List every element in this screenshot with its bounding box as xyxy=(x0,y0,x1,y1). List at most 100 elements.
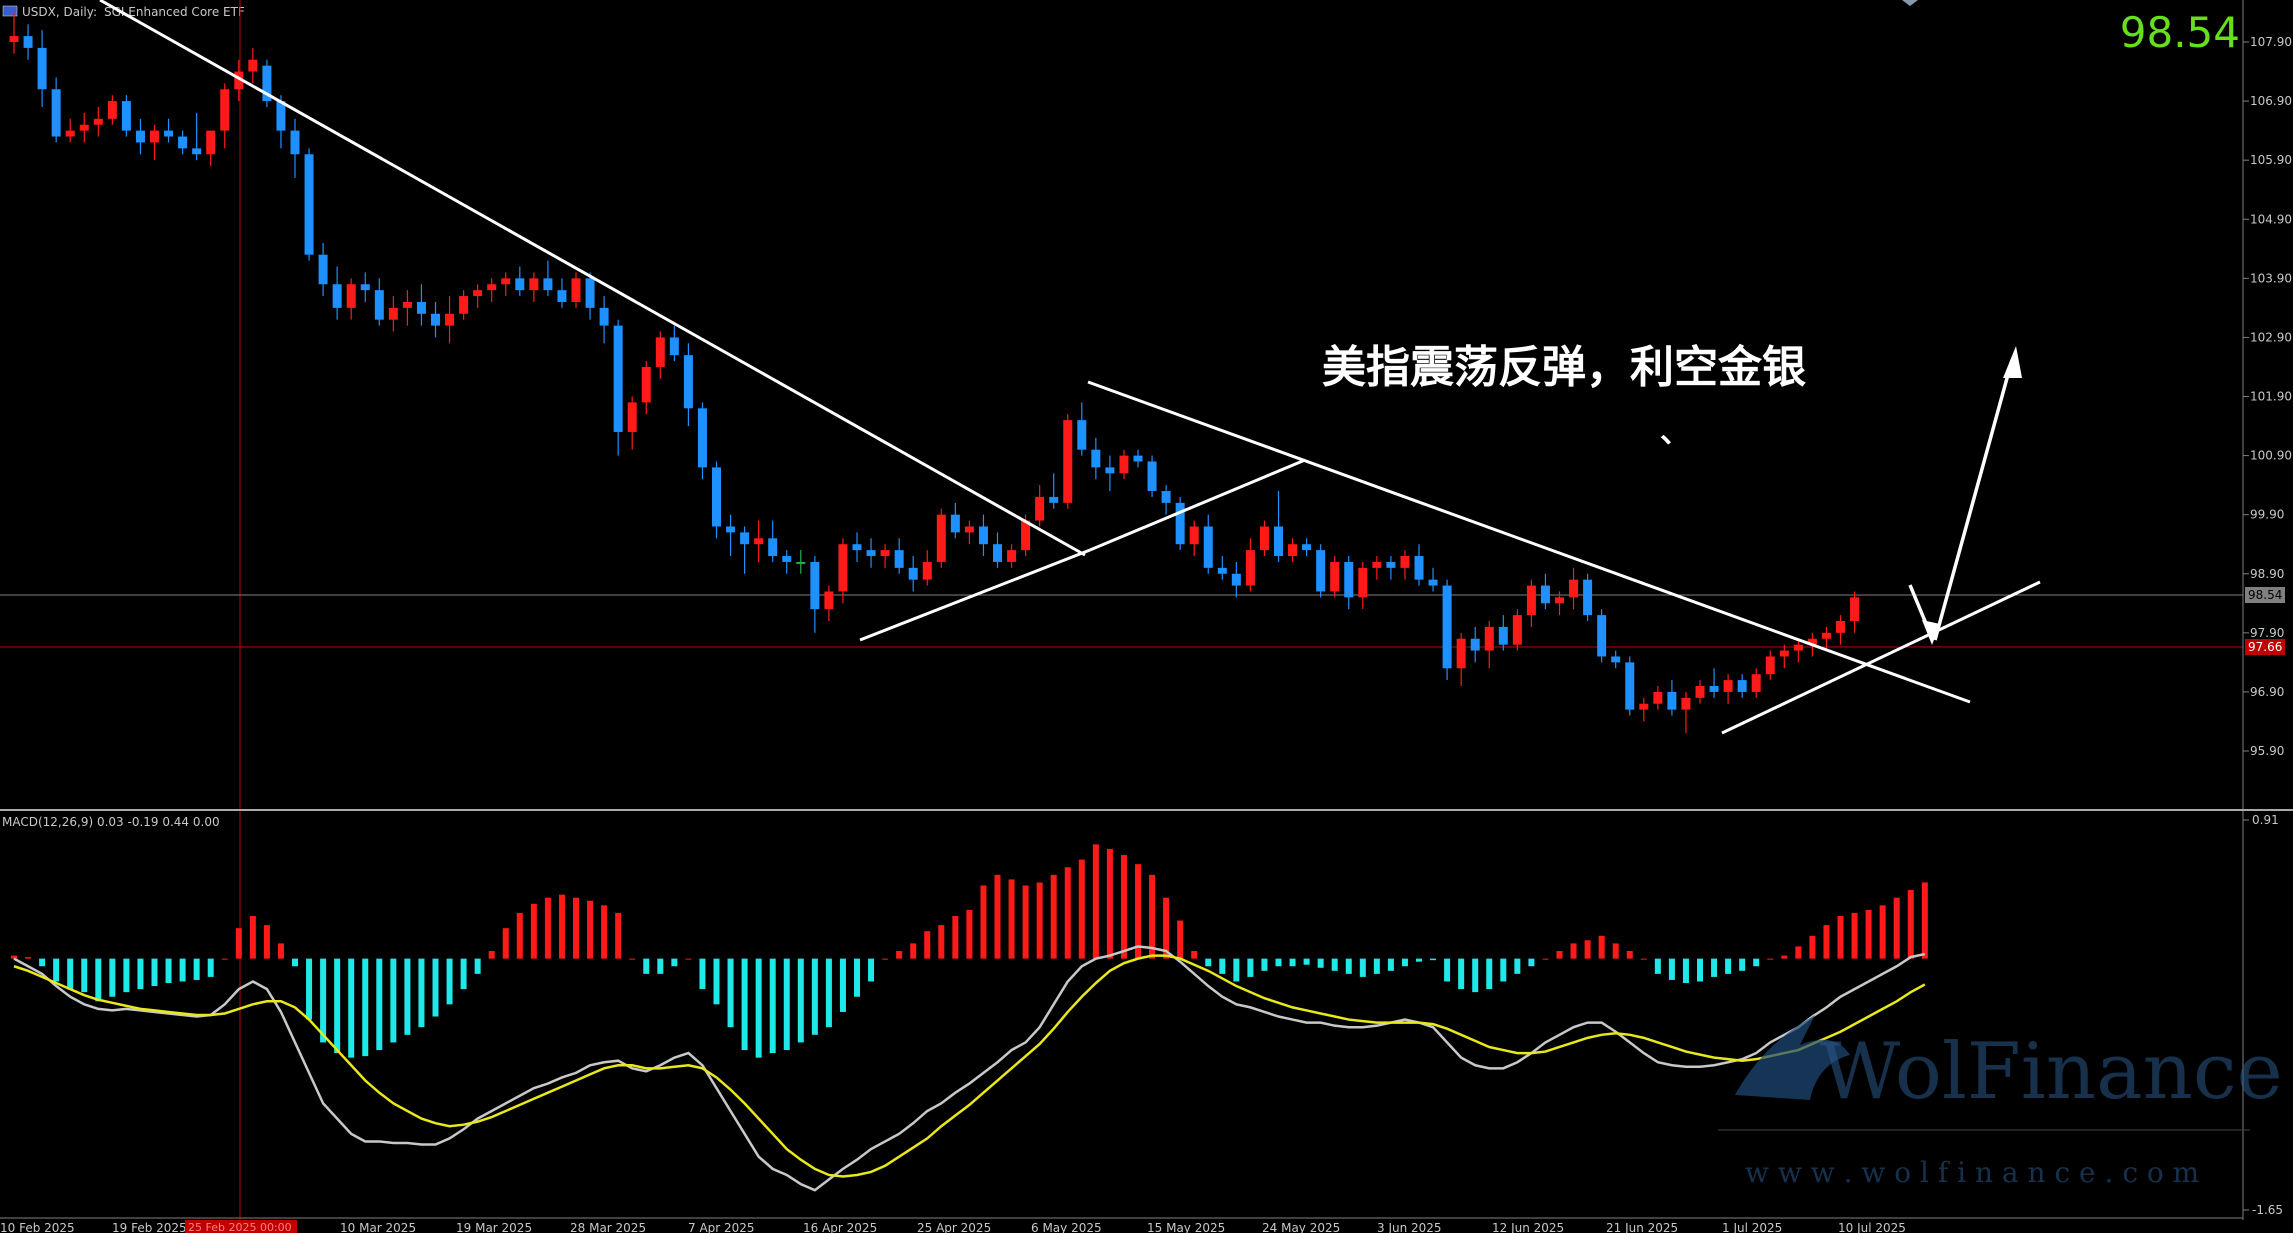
candle-body xyxy=(178,136,188,149)
candle-body xyxy=(1611,656,1621,663)
candle-body xyxy=(304,154,314,255)
candle-body xyxy=(1400,556,1410,568)
candle-body xyxy=(1737,680,1747,692)
macd-histogram-bar xyxy=(306,958,313,1020)
macd-histogram-bar xyxy=(1416,958,1422,962)
candle-body xyxy=(51,89,61,137)
macd-histogram-bar xyxy=(1528,958,1535,967)
candle xyxy=(571,272,581,308)
macd-histogram-bar xyxy=(1893,897,1900,959)
candle xyxy=(374,278,384,326)
macd-histogram-bar xyxy=(1191,951,1198,959)
macd-histogram-bar xyxy=(446,958,453,1005)
macd-histogram-bar xyxy=(1050,874,1057,959)
candle xyxy=(1316,544,1326,598)
trendline-may-down[interactable] xyxy=(1087,380,1971,704)
candle-body xyxy=(1259,526,1269,551)
candle xyxy=(838,538,848,604)
time-tick-label: 6 May 2025 xyxy=(1031,1221,1102,1233)
macd-histogram-bar xyxy=(67,958,74,990)
candle-body xyxy=(1105,467,1115,474)
macd-histogram-bar xyxy=(151,958,158,987)
candle xyxy=(1555,591,1564,616)
candle-body xyxy=(487,284,497,291)
macd-histogram-bar xyxy=(938,925,945,959)
crosshair-date-tag xyxy=(185,1220,297,1233)
candle-body xyxy=(206,130,216,155)
macd-histogram-bar xyxy=(896,951,903,959)
price-tick-label: 99.90 xyxy=(2250,508,2284,522)
trendline-may-rising[interactable] xyxy=(1089,458,1306,552)
candle-body xyxy=(726,526,736,533)
scroll-marker-icon[interactable] xyxy=(1902,0,1918,6)
candle-body xyxy=(1189,526,1199,545)
candle xyxy=(1007,544,1017,568)
candle-body xyxy=(150,130,159,143)
candle xyxy=(1189,520,1199,557)
candle xyxy=(894,538,904,574)
trendline-jul-support[interactable] xyxy=(1721,580,2041,735)
candle xyxy=(908,556,918,592)
candle xyxy=(23,24,33,60)
macd-histogram-bar xyxy=(1373,958,1380,974)
macd-histogram-bar xyxy=(952,915,959,959)
macd-histogram-bar xyxy=(263,925,270,959)
candle-body xyxy=(1414,556,1424,580)
macd-histogram-bar xyxy=(1907,890,1914,959)
candle-body xyxy=(1597,615,1607,657)
macd-histogram-bar xyxy=(1233,958,1240,982)
macd-histogram-bar xyxy=(1317,958,1324,968)
candle-body xyxy=(922,561,932,580)
macd-histogram-bar xyxy=(1837,915,1844,959)
candle xyxy=(332,266,342,320)
candle xyxy=(262,59,272,107)
candle-body xyxy=(1344,561,1354,598)
candle-body xyxy=(402,301,412,308)
macd-histogram-bar xyxy=(81,958,88,993)
macd-histogram-bar xyxy=(1739,958,1746,971)
candle-body xyxy=(135,130,145,143)
candle-body xyxy=(740,532,750,545)
candle xyxy=(220,83,230,149)
macd-histogram-bar xyxy=(1078,859,1085,959)
candle-body xyxy=(1625,662,1635,710)
candle xyxy=(1274,491,1283,562)
candle-body xyxy=(1456,638,1466,669)
candle xyxy=(1147,455,1157,497)
macd-tick-label: -1.65 xyxy=(2252,1203,2283,1217)
macd-histogram-bar xyxy=(516,912,523,959)
chart-header: USDX, Daily: SGI Enhanced Core ETF xyxy=(2,5,245,19)
candle xyxy=(206,130,216,167)
candle xyxy=(445,296,455,344)
current-price-tag-label: 98.54 xyxy=(2248,588,2282,602)
candle-body xyxy=(374,290,384,320)
macd-histogram-bar xyxy=(348,958,355,1058)
candle-body xyxy=(1386,561,1396,568)
candle-body xyxy=(1681,697,1691,710)
candle-body xyxy=(1372,561,1382,568)
candle xyxy=(487,278,497,302)
candle-body xyxy=(192,148,202,155)
macd-histogram-bar xyxy=(1135,864,1141,959)
candle-body xyxy=(1498,626,1508,645)
macd-histogram-bar xyxy=(1359,958,1366,977)
candle xyxy=(65,118,75,143)
macd-histogram-bar xyxy=(1865,909,1872,959)
trendline-apr-support[interactable] xyxy=(859,548,1091,642)
candle-body xyxy=(290,130,300,155)
candle-body xyxy=(627,402,637,432)
candle-body xyxy=(9,36,19,42)
macd-histogram-bar xyxy=(1767,958,1774,960)
macd-tick-label: 0.91 xyxy=(2252,813,2279,827)
macd-histogram-bar xyxy=(502,928,509,959)
macd-histogram-bar xyxy=(1106,848,1113,959)
price-tick-label: 101.90 xyxy=(2250,390,2292,404)
candle-body xyxy=(79,124,89,131)
macd-histogram-bar xyxy=(1472,958,1479,993)
time-tick-label: 19 Feb 2025 xyxy=(112,1221,187,1233)
candle-body xyxy=(473,290,483,297)
macd-histogram-bar xyxy=(882,958,889,960)
trendline-main-down[interactable] xyxy=(99,0,1086,557)
candle xyxy=(1414,544,1424,586)
